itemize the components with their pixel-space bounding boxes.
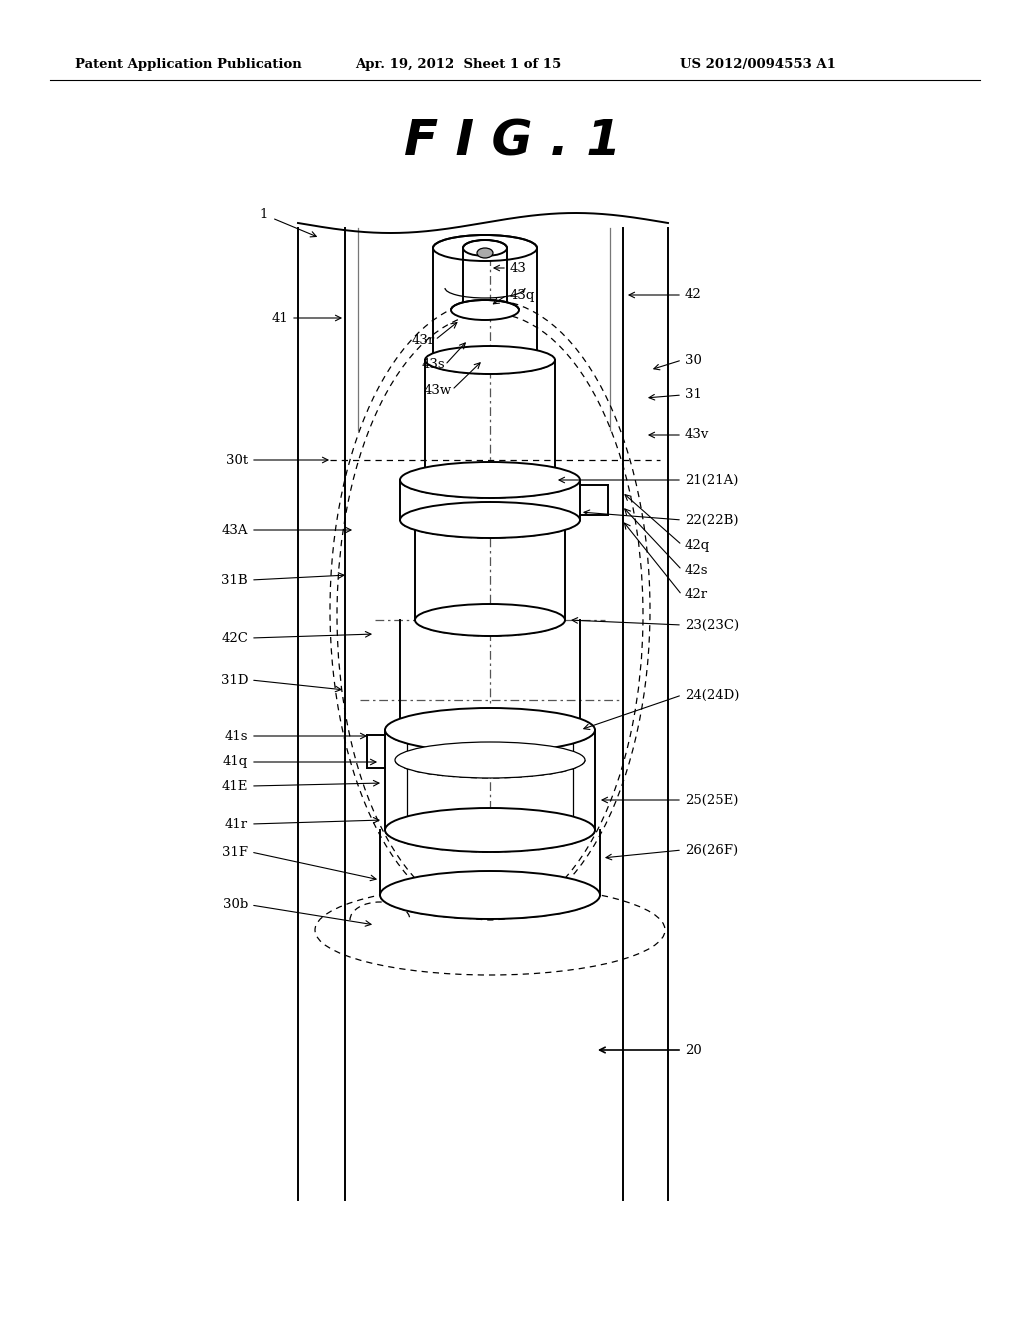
Ellipse shape: [400, 710, 580, 750]
Text: 43q: 43q: [510, 289, 536, 301]
Ellipse shape: [400, 462, 580, 498]
Ellipse shape: [433, 235, 537, 261]
Text: 1: 1: [260, 209, 268, 222]
Text: 41: 41: [271, 312, 288, 325]
Text: 42r: 42r: [685, 589, 709, 602]
Text: 24(24D): 24(24D): [685, 689, 739, 701]
Text: 26(26F): 26(26F): [685, 843, 738, 857]
Text: 22(22B): 22(22B): [685, 513, 738, 527]
Text: Apr. 19, 2012  Sheet 1 of 15: Apr. 19, 2012 Sheet 1 of 15: [355, 58, 561, 71]
Ellipse shape: [477, 248, 493, 257]
Text: 43s: 43s: [421, 359, 445, 371]
Text: 42: 42: [685, 289, 701, 301]
Text: US 2012/0094553 A1: US 2012/0094553 A1: [680, 58, 836, 71]
Ellipse shape: [463, 240, 507, 256]
Text: 31: 31: [685, 388, 701, 401]
Text: 30b: 30b: [223, 899, 248, 912]
Text: 42s: 42s: [685, 564, 709, 577]
Ellipse shape: [451, 300, 519, 319]
Text: 30t: 30t: [226, 454, 248, 466]
Text: 31F: 31F: [222, 846, 248, 858]
Ellipse shape: [425, 346, 555, 374]
Text: 30: 30: [685, 354, 701, 367]
Ellipse shape: [395, 742, 585, 777]
Ellipse shape: [400, 502, 580, 539]
Text: 43: 43: [510, 261, 527, 275]
Text: 42C: 42C: [221, 631, 248, 644]
Text: 41q: 41q: [223, 755, 248, 768]
Text: 31D: 31D: [220, 673, 248, 686]
Text: 21(21A): 21(21A): [685, 474, 738, 487]
Text: 43v: 43v: [685, 429, 710, 441]
Text: 41r: 41r: [225, 817, 248, 830]
Text: 43A: 43A: [221, 524, 248, 536]
Text: 43r: 43r: [412, 334, 435, 346]
Text: 25(25E): 25(25E): [685, 793, 738, 807]
Ellipse shape: [380, 871, 600, 919]
Text: 31B: 31B: [221, 573, 248, 586]
Ellipse shape: [415, 605, 565, 636]
Text: Patent Application Publication: Patent Application Publication: [75, 58, 302, 71]
Text: F I G . 1: F I G . 1: [403, 117, 621, 165]
Ellipse shape: [385, 708, 595, 752]
Text: 20: 20: [685, 1044, 701, 1056]
Text: 23(23C): 23(23C): [685, 619, 739, 631]
Text: 43w: 43w: [424, 384, 452, 396]
Text: 41s: 41s: [224, 730, 248, 742]
Text: 41E: 41E: [221, 780, 248, 792]
Text: 42q: 42q: [685, 539, 711, 552]
Ellipse shape: [425, 466, 555, 494]
Ellipse shape: [385, 808, 595, 851]
Ellipse shape: [433, 347, 537, 374]
